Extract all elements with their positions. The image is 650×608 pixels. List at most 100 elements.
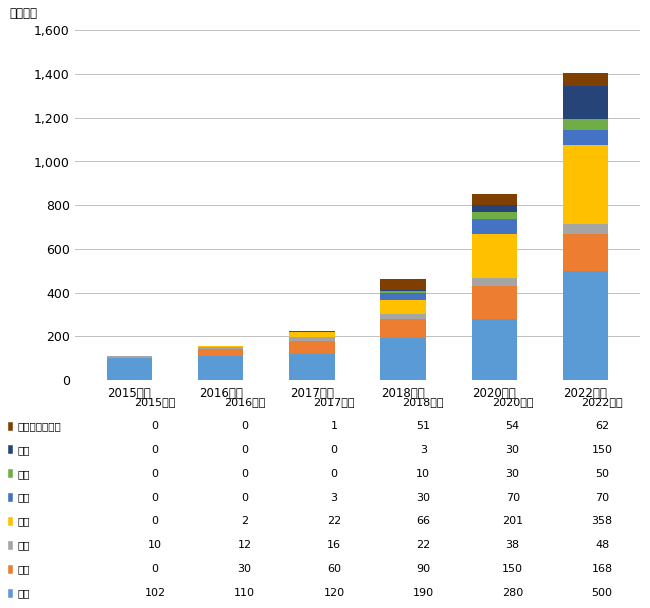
- Text: 30: 30: [506, 445, 520, 455]
- Text: 51: 51: [416, 421, 430, 431]
- Text: 0: 0: [241, 445, 248, 455]
- Bar: [107, 356, 152, 358]
- Text: 1: 1: [330, 421, 337, 431]
- Bar: [8, 541, 13, 550]
- Bar: [107, 358, 152, 380]
- Bar: [8, 565, 13, 574]
- Bar: [563, 130, 608, 145]
- Bar: [471, 234, 517, 278]
- Text: 90: 90: [416, 564, 430, 574]
- Bar: [198, 356, 244, 380]
- Text: 3: 3: [420, 445, 427, 455]
- Text: 30: 30: [237, 564, 252, 574]
- Text: 10: 10: [148, 541, 162, 550]
- Bar: [289, 333, 335, 337]
- Bar: [380, 300, 426, 314]
- Bar: [198, 350, 244, 356]
- Bar: [380, 319, 426, 339]
- Text: 0: 0: [330, 445, 337, 455]
- Text: 190: 190: [413, 588, 434, 598]
- Text: 2022年度: 2022年度: [581, 397, 623, 407]
- Text: 280: 280: [502, 588, 523, 598]
- Text: 2016年度: 2016年度: [224, 397, 265, 407]
- Text: 22: 22: [327, 516, 341, 527]
- Text: 0: 0: [241, 469, 248, 479]
- Bar: [380, 314, 426, 319]
- Bar: [8, 493, 13, 502]
- Text: 0: 0: [151, 516, 159, 527]
- Bar: [8, 446, 13, 455]
- Text: 70: 70: [506, 492, 520, 503]
- Bar: [198, 347, 244, 350]
- Text: 120: 120: [323, 588, 345, 598]
- Bar: [471, 212, 517, 218]
- Text: 12: 12: [237, 541, 252, 550]
- Text: 2015年度: 2015年度: [135, 397, 176, 407]
- Text: 0: 0: [151, 421, 159, 431]
- Text: 2020年度: 2020年度: [492, 397, 534, 407]
- Bar: [380, 339, 426, 380]
- Text: 48: 48: [595, 541, 609, 550]
- Bar: [289, 340, 335, 354]
- Bar: [289, 337, 335, 340]
- Text: 50: 50: [595, 469, 609, 479]
- Text: 2018年度: 2018年度: [402, 397, 444, 407]
- Text: 30: 30: [416, 492, 430, 503]
- Bar: [563, 271, 608, 380]
- Bar: [471, 319, 517, 380]
- Text: 0: 0: [330, 469, 337, 479]
- Text: 3: 3: [330, 492, 337, 503]
- Bar: [563, 86, 608, 119]
- Bar: [8, 589, 13, 598]
- Text: 農業: 農業: [17, 588, 30, 598]
- Text: 22: 22: [416, 541, 430, 550]
- Text: 358: 358: [592, 516, 612, 527]
- Text: 屋内: 屋内: [17, 445, 30, 455]
- Text: 0: 0: [151, 445, 159, 455]
- Bar: [563, 224, 608, 234]
- Bar: [471, 206, 517, 212]
- Text: 201: 201: [502, 516, 523, 527]
- Text: 168: 168: [592, 564, 612, 574]
- Text: 102: 102: [144, 588, 166, 598]
- Text: 10: 10: [416, 469, 430, 479]
- Text: 60: 60: [327, 564, 341, 574]
- Text: 空撮: 空撮: [17, 541, 30, 550]
- Text: 500: 500: [592, 588, 612, 598]
- Bar: [380, 279, 426, 290]
- Text: その他サービス: その他サービス: [17, 421, 61, 431]
- Text: 物流: 物流: [17, 469, 30, 479]
- Text: 0: 0: [151, 492, 159, 503]
- Text: 30: 30: [506, 469, 520, 479]
- Bar: [8, 517, 13, 526]
- Bar: [380, 290, 426, 291]
- Text: 2: 2: [241, 516, 248, 527]
- Text: 2017年度: 2017年度: [313, 397, 355, 407]
- Text: 0: 0: [241, 421, 248, 431]
- Text: 0: 0: [151, 469, 159, 479]
- Bar: [8, 421, 13, 430]
- Bar: [563, 234, 608, 271]
- Text: 16: 16: [327, 541, 341, 550]
- Text: 測量: 測量: [17, 564, 30, 574]
- Text: （億円）: （億円）: [10, 7, 38, 20]
- Text: 150: 150: [502, 564, 523, 574]
- Text: 66: 66: [416, 516, 430, 527]
- Bar: [380, 291, 426, 293]
- Text: 防犯: 防犯: [17, 492, 30, 503]
- Bar: [471, 218, 517, 234]
- Text: 150: 150: [592, 445, 612, 455]
- Bar: [563, 119, 608, 130]
- Text: 62: 62: [595, 421, 609, 431]
- Bar: [563, 145, 608, 224]
- Bar: [8, 469, 13, 478]
- Text: 検査: 検査: [17, 516, 30, 527]
- Bar: [289, 332, 335, 333]
- Text: 54: 54: [506, 421, 520, 431]
- Bar: [471, 193, 517, 206]
- Text: 70: 70: [595, 492, 609, 503]
- Bar: [563, 73, 608, 86]
- Bar: [471, 278, 517, 286]
- Text: 0: 0: [241, 492, 248, 503]
- Text: 0: 0: [151, 564, 159, 574]
